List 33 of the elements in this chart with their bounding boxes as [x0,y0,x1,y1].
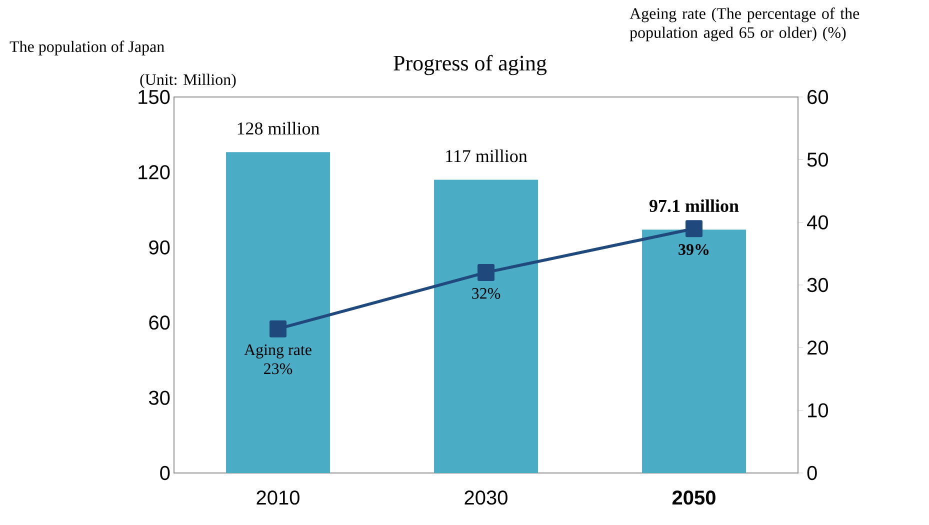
y2-tick-label: 20 [808,340,828,355]
y-tick-label: 150 [138,90,170,104]
y-axis-title: The population of Japan [10,40,164,56]
y2-tick-label: 10 [808,403,828,418]
bar [642,230,746,473]
y2-tick-label: 60 [808,90,828,104]
y2-tick-label: 30 [807,278,828,292]
data-label: 23% [264,363,292,374]
series-label: Aging rate [244,344,312,358]
y-tick-label: 60 [149,316,170,330]
point [478,264,495,281]
text: (Unit: Million) [140,74,236,88]
bar [226,152,330,473]
x-tick-label: 2030 [464,490,508,505]
y-tick-label: 0 [160,466,170,480]
y-tick-label: 90 [149,240,170,254]
data-label: 117 million [446,150,528,162]
chart-title: Progress of aging [394,54,547,76]
y2-axis-title: Ageing rate (The percentage of the population aged 65 or older) (%) [630,8,860,42]
data-label: 32% [472,288,500,299]
x-tick-label: 2010 [256,490,300,505]
y2-tick-label: 0 [807,466,817,480]
point [270,320,286,338]
x-tick-label: 2050 [672,490,716,505]
y2-tick-label: 40 [806,215,828,230]
y-tick-label: 30 [148,390,170,405]
y2-tick-label: 50 [807,152,828,167]
data-label: 128 million [238,122,320,135]
data-label: 97.1 million [649,199,739,212]
y-tick-label: 120 [138,165,170,180]
bar [434,180,538,473]
point [686,220,703,238]
data-label: 39% [678,244,708,255]
